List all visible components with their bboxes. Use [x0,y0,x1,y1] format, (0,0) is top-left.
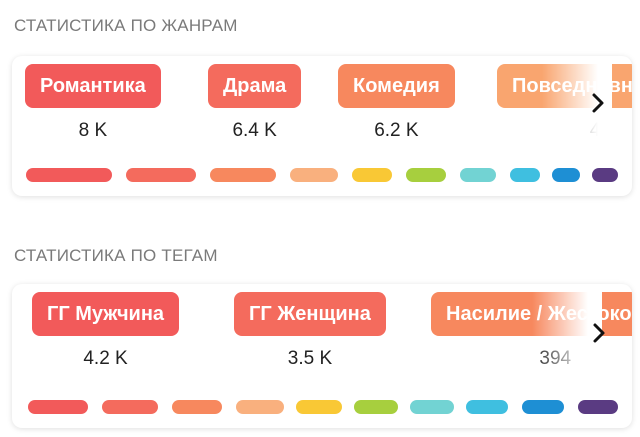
genres-card: Романтика 8 K Драма 6.4 K Комедия 6.2 K … [12,56,632,196]
genre-color-bar [26,168,112,182]
tags-section-title: СТАТИСТИКА ПО ТЕГАМ [14,246,218,265]
genre-color-bar [352,168,392,182]
genre-color-bar [126,168,196,182]
genre-item-romance[interactable]: Романтика 8 K [25,64,161,142]
tags-card: ГГ Мужчина 4.2 K ГГ Женщина 3.5 K Насили… [12,284,632,428]
genre-chip-romance[interactable]: Романтика [25,64,161,108]
genre-color-bar [510,168,540,182]
genre-color-bar [406,168,446,182]
tag-color-bar [466,400,508,414]
genre-count-romance: 8 K [78,120,108,141]
tags-color-legend [26,400,618,414]
genre-chip-comedy[interactable]: Комедия [338,64,455,108]
tags-list: ГГ Мужчина 4.2 K ГГ Женщина 3.5 K Насили… [12,284,632,384]
tag-color-bar [578,400,618,414]
tag-color-bar [28,400,88,414]
genre-color-bar [592,168,618,182]
genre-count-drama: 6.4 K [232,120,277,141]
tags-next-button[interactable] [586,320,612,346]
genre-count-comedy: 6.2 K [374,120,419,141]
genre-chip-drama[interactable]: Драма [208,64,302,108]
tag-chip-female-lead[interactable]: ГГ Женщина [234,292,386,336]
tag-color-bar [354,400,398,414]
genre-item-comedy[interactable]: Комедия 6.2 K [338,64,455,142]
tag-color-bar [296,400,342,414]
genres-color-legend [26,168,618,182]
genres-list: Романтика 8 K Драма 6.4 K Комедия 6.2 K … [12,56,632,156]
tag-color-bar [410,400,454,414]
tag-color-bar [522,400,564,414]
genre-color-bar [460,168,496,182]
chevron-right-icon [593,323,605,343]
genres-next-button[interactable] [585,90,611,116]
tag-color-bar [102,400,158,414]
tag-chip-male-lead[interactable]: ГГ Мужчина [32,292,180,336]
tag-item-male-lead[interactable]: ГГ Мужчина 4.2 K [32,292,180,370]
tag-item-female-lead[interactable]: ГГ Женщина 3.5 K [234,292,386,370]
tag-color-bar [172,400,222,414]
tag-color-bar [236,400,284,414]
tags-fade-overlay [532,284,602,384]
tag-count-male-lead: 4.2 K [83,348,128,369]
chevron-right-icon [592,93,604,113]
tag-count-female-lead: 3.5 K [287,348,333,369]
genre-color-bar [290,168,338,182]
genres-section-title: СТАТИСТИКА ПО ЖАНРАМ [14,16,238,35]
genre-color-bar [210,168,276,182]
genre-item-drama[interactable]: Драма 6.4 K [208,64,302,142]
genre-color-bar [552,168,580,182]
